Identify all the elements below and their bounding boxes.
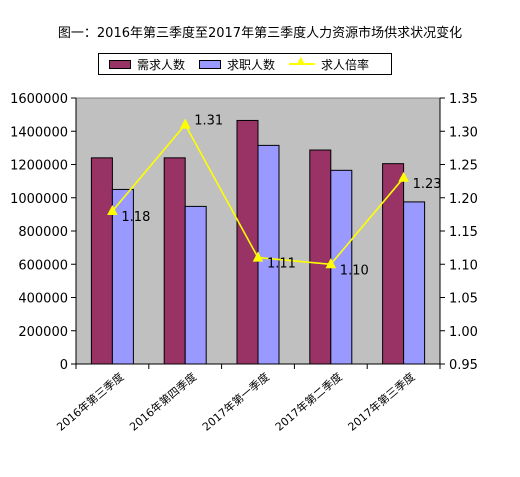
y-tick-label-left: 1400000 — [10, 125, 68, 140]
x-tick-label: 2017年第三季度 — [345, 370, 418, 434]
y-tick-label-left: 1200000 — [10, 159, 68, 174]
bar-demand — [90, 157, 113, 365]
bar-demand — [309, 149, 332, 365]
y-tick-label-left: 1000000 — [10, 192, 68, 207]
y-tick-label-right: 1.35 — [449, 92, 478, 107]
x-tick-label: 2017年第一季度 — [199, 370, 272, 434]
y-tick-label-left: 1600000 — [10, 92, 68, 107]
y-tick-label-left: 0 — [60, 358, 68, 373]
y-tick-label-right: 1.00 — [449, 325, 478, 340]
point-ratio — [325, 258, 337, 269]
legend-label-jobseekers: 求职人数 — [227, 57, 276, 72]
data-label-ratio: 1.11 — [267, 257, 296, 272]
point-ratio — [398, 171, 409, 182]
legend-swatch-ratio — [289, 55, 316, 69]
bar-jobseekers — [403, 201, 426, 365]
x-tick-label: 2016年第四季度 — [127, 370, 200, 434]
y-tick-label-left: 400000 — [18, 292, 68, 307]
bar-demand — [382, 163, 405, 365]
bar-jobseekers — [111, 188, 134, 365]
legend-item-ratio: 求人倍率 — [289, 55, 370, 73]
legend: 需求人数 求职人数 求人倍率 — [98, 53, 392, 75]
y-tick-label-right: 1.10 — [449, 258, 478, 273]
legend-item-jobseekers: 求职人数 — [199, 56, 275, 73]
point-ratio — [252, 251, 264, 262]
y-tick-label-right: 1.15 — [449, 225, 478, 240]
x-tick-label: 2017年第二季度 — [272, 370, 345, 434]
data-label-ratio: 1.10 — [340, 263, 369, 278]
legend-label-ratio: 求人倍率 — [321, 57, 370, 72]
y-tick-label-right: 1.05 — [449, 292, 478, 307]
point-ratio — [179, 118, 191, 129]
data-label-ratio: 1.23 — [413, 177, 442, 192]
bar-jobseekers — [257, 144, 280, 365]
bar-demand — [163, 157, 186, 365]
legend-swatch-demand — [109, 59, 131, 69]
y-tick-label-right: 1.25 — [449, 159, 478, 174]
y-tick-label-left: 800000 — [18, 225, 68, 240]
data-label-ratio: 1.18 — [121, 210, 150, 225]
x-tick-label: 2016年第三季度 — [54, 370, 127, 434]
legend-swatch-jobseekers — [199, 59, 222, 69]
chart-title: 图一：2016年第三季度至2017年第三季度人力资源市场供求状况变化 — [57, 26, 463, 41]
data-label-ratio: 1.31 — [194, 114, 223, 129]
legend-item-demand: 需求人数 — [109, 56, 185, 73]
y-tick-label-right: 1.30 — [449, 125, 478, 140]
y-tick-label-left: 600000 — [18, 258, 68, 273]
point-ratio — [107, 204, 118, 216]
y-tick-label-right: 1.20 — [449, 192, 478, 207]
bar-jobseekers — [184, 205, 207, 365]
bar-demand — [236, 119, 259, 365]
legend-label-demand: 需求人数 — [137, 57, 186, 72]
y-tick-label-left: 200000 — [18, 325, 68, 340]
y-tick-label-right: 0.95 — [449, 358, 478, 373]
